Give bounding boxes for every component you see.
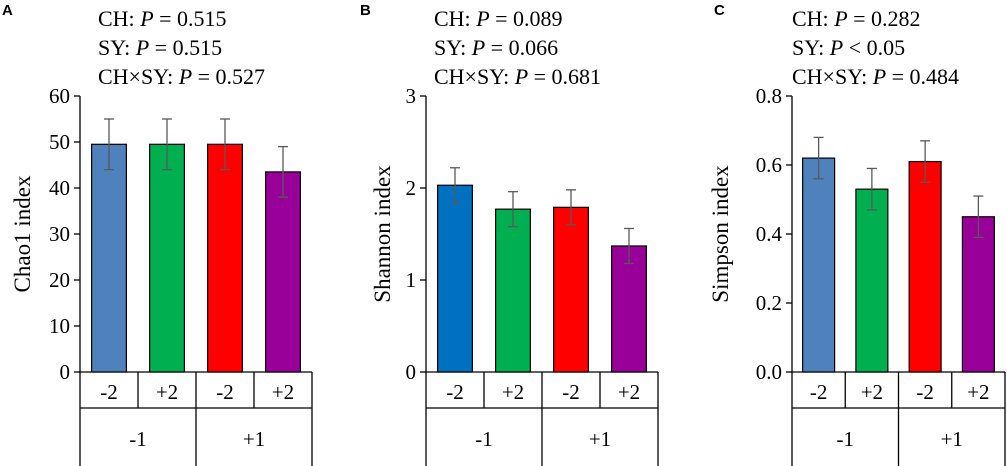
y-tick-label: 50 — [49, 130, 70, 154]
panel-B: B CH: P = 0.089 SY: P = 0.066 CH×SY: P = 0.… — [360, 2, 659, 466]
panel-C: C CH: P = 0.282 SY: P < 0.05 CH×SY: P = 0.4… — [708, 2, 1006, 466]
stat-p: P — [872, 64, 886, 89]
y-tick-label: 0 — [60, 360, 71, 384]
y-tick-label: 30 — [49, 222, 70, 246]
bar — [961, 216, 995, 373]
x-tick-label: -2 — [216, 380, 234, 404]
stat-p: P — [833, 6, 847, 31]
stat-line: CH×SY: P = 0.681 — [434, 64, 601, 89]
bar — [908, 160, 942, 373]
stat-line: CH: P = 0.089 — [434, 6, 563, 31]
y-tick-label: 0.0 — [756, 360, 782, 384]
panel-letter: C — [714, 2, 725, 19]
x-tick-label: +2 — [618, 380, 640, 404]
stat-line: CH: P = 0.515 — [98, 6, 227, 31]
stat-value: = 0.484 — [886, 64, 959, 89]
y-tick-label: 0 — [406, 360, 417, 384]
y-tick-label: 0.4 — [756, 222, 783, 246]
y-axis-title: Chao1 index — [10, 175, 35, 292]
stat-label: CH×SY: — [434, 64, 515, 89]
y-tick-label: 3 — [406, 84, 417, 108]
x-tick-label: +2 — [156, 380, 178, 404]
x-tick-label: +2 — [861, 380, 883, 404]
stat-line: CH×SY: P = 0.527 — [98, 64, 265, 89]
panel-letter: A — [2, 2, 13, 19]
y-tick-label: 1 — [406, 268, 417, 292]
y-tick-label: 40 — [49, 176, 70, 200]
x-group-label: -1 — [475, 427, 493, 451]
stat-label: SY: — [792, 35, 830, 60]
stat-value: = 0.515 — [149, 35, 222, 60]
x-group-label: -1 — [837, 427, 855, 451]
y-tick-label: 0.6 — [756, 153, 782, 177]
stat-line: SY: P = 0.515 — [98, 35, 222, 60]
x-tick-label: -2 — [810, 380, 828, 404]
x-tick-label: -2 — [100, 380, 118, 404]
y-tick-label: 20 — [49, 268, 70, 292]
stat-value: = 0.681 — [528, 64, 601, 89]
stat-label: CH: — [434, 6, 476, 31]
stat-label: SY: — [98, 35, 136, 60]
stat-label: SY: — [434, 35, 472, 60]
y-tick-label: 2 — [406, 176, 417, 200]
y-axis-title: Simpson index — [708, 165, 733, 303]
bar — [437, 184, 474, 373]
x-tick-label: +2 — [967, 380, 989, 404]
x-group-label: +1 — [243, 427, 265, 451]
bar — [495, 208, 532, 373]
stat-value: < 0.05 — [843, 35, 905, 60]
x-tick-label: +2 — [272, 380, 294, 404]
bar — [610, 245, 647, 373]
stat-p: P — [514, 64, 528, 89]
stat-p: P — [178, 64, 192, 89]
y-tick-label: 60 — [49, 84, 70, 108]
y-axis-title: Shannon index — [370, 165, 395, 303]
bar — [552, 206, 589, 373]
bar — [265, 171, 302, 373]
stat-value: = 0.282 — [848, 6, 921, 31]
bar — [207, 143, 244, 373]
bar — [149, 143, 186, 373]
stat-line: SY: P < 0.05 — [792, 35, 905, 60]
stat-value: = 0.089 — [490, 6, 563, 31]
y-tick-label: 0.8 — [756, 84, 782, 108]
stat-label: CH: — [98, 6, 140, 31]
stat-label: CH: — [792, 6, 834, 31]
x-tick-label: -2 — [916, 380, 934, 404]
stat-line: SY: P = 0.066 — [434, 35, 558, 60]
x-tick-label: +2 — [502, 380, 524, 404]
y-tick-label: 0.2 — [756, 291, 782, 315]
stat-value: = 0.527 — [192, 64, 265, 89]
panel-letter: B — [360, 2, 371, 19]
stat-line: CH×SY: P = 0.484 — [792, 64, 959, 89]
stat-p: P — [471, 35, 485, 60]
stat-line: CH: P = 0.282 — [792, 6, 921, 31]
stat-label: CH×SY: — [98, 64, 179, 89]
stat-label: CH×SY: — [792, 64, 873, 89]
y-tick-label: 10 — [49, 314, 70, 338]
x-tick-label: -2 — [446, 380, 464, 404]
stat-p: P — [829, 35, 843, 60]
x-group-label: -1 — [129, 427, 147, 451]
stat-p: P — [475, 6, 489, 31]
x-tick-label: -2 — [562, 380, 580, 404]
stat-value: = 0.515 — [154, 6, 227, 31]
x-group-label: +1 — [941, 427, 963, 451]
bar — [855, 188, 889, 373]
bar — [90, 143, 127, 373]
stat-value: = 0.066 — [485, 35, 558, 60]
x-group-label: +1 — [589, 427, 611, 451]
bar — [802, 157, 836, 373]
stat-p: P — [139, 6, 153, 31]
stat-p: P — [135, 35, 149, 60]
